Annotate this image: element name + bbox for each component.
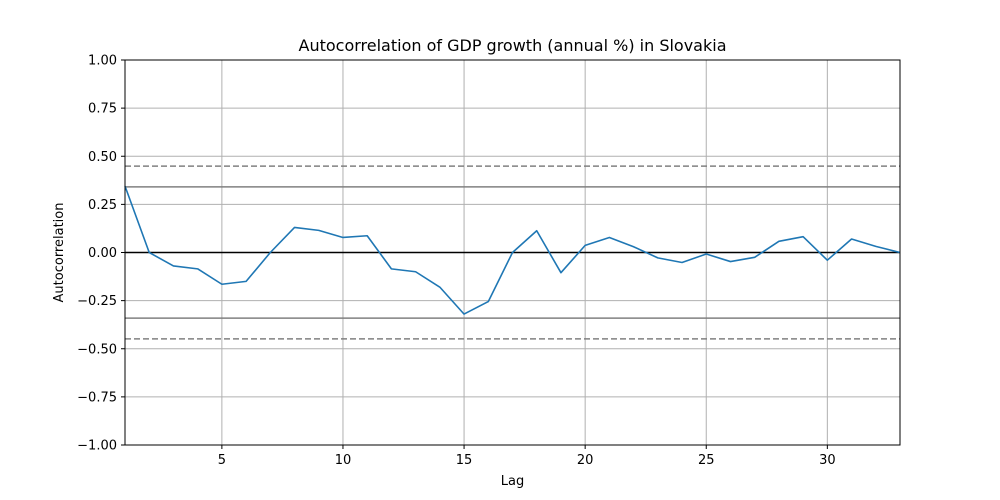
y-tick-label: 0.25	[88, 198, 117, 213]
y-tick-label: 0.75	[88, 102, 117, 117]
x-tick-label: 5	[218, 453, 226, 468]
x-axis-label: Lag	[501, 474, 524, 489]
x-tick-label: 15	[456, 453, 473, 468]
x-tick-label: 30	[819, 453, 836, 468]
y-tick-label: −1.00	[77, 439, 117, 454]
y-tick-label: 0.50	[88, 150, 117, 165]
y-tick-label: 0.00	[88, 246, 117, 261]
chart-title: Autocorrelation of GDP growth (annual %)…	[299, 36, 727, 55]
series-layer	[124, 185, 901, 315]
y-tick-label: −0.25	[77, 294, 117, 309]
x-axis-ticks: 5 10 15 20 25 30	[218, 445, 836, 468]
x-tick-label: 10	[335, 453, 352, 468]
y-axis-label: Autocorrelation	[52, 203, 67, 303]
x-tick-label: 20	[577, 453, 594, 468]
x-tick-label: 25	[698, 453, 715, 468]
y-tick-label: −0.50	[77, 342, 117, 357]
y-tick-label: 1.00	[88, 54, 117, 69]
y-tick-label: −0.75	[77, 390, 117, 405]
y-axis-ticks: −1.00 −0.75 −0.50 −0.25 0.00 0.25 0.50 0.75 1.00	[77, 54, 125, 454]
